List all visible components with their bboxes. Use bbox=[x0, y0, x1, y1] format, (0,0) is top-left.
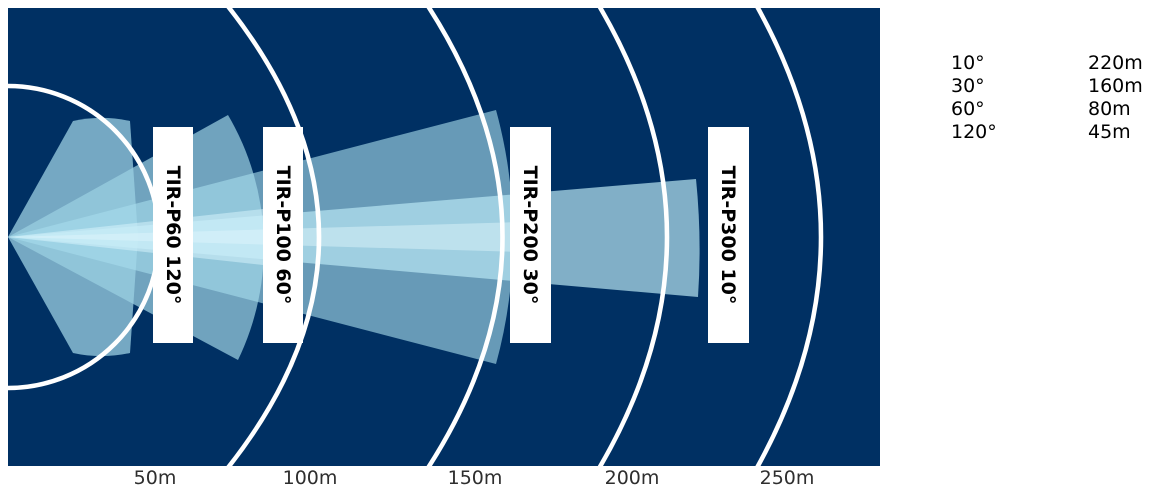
distance-label-50m: 50m bbox=[134, 467, 177, 489]
beam-label-box-p300: TIR-P300 10° bbox=[708, 127, 749, 343]
distance-label-250m: 250m bbox=[760, 467, 815, 489]
table-row: 30° 160m bbox=[951, 75, 1143, 98]
angle-range-table: 10° 220m 30° 160m 60° 80m 120° 45m bbox=[951, 52, 1143, 144]
range-ring-150m bbox=[426, 8, 505, 466]
range-ring-100m bbox=[226, 8, 322, 466]
angle-cell: 60° bbox=[951, 98, 985, 120]
distance-label-150m: 150m bbox=[448, 467, 503, 489]
beam-label-box-p200: TIR-P200 30° bbox=[510, 127, 551, 343]
range-ring-200m bbox=[597, 8, 670, 466]
table-row: 10° 220m bbox=[951, 52, 1143, 75]
range-cell: 80m bbox=[1088, 98, 1131, 120]
beam-label-p60: TIR-P60 120° bbox=[162, 166, 184, 305]
beam-label-p300: TIR-P300 10° bbox=[717, 166, 739, 305]
beam-label-p100: TIR-P100 60° bbox=[272, 166, 294, 305]
range-cell: 45m bbox=[1088, 121, 1131, 143]
angle-cell: 10° bbox=[951, 52, 985, 74]
beam-label-box-p100: TIR-P100 60° bbox=[263, 127, 303, 343]
table-row: 60° 80m bbox=[951, 98, 1143, 121]
range-cell: 220m bbox=[1088, 52, 1143, 74]
distance-label-100m: 100m bbox=[283, 467, 338, 489]
range-ring-250m bbox=[755, 8, 824, 466]
beam-label-box-p60: TIR-P60 120° bbox=[153, 127, 193, 343]
angle-cell: 30° bbox=[951, 75, 985, 97]
table-row: 120° 45m bbox=[951, 121, 1143, 144]
range-cell: 160m bbox=[1088, 75, 1143, 97]
beam-label-p200: TIR-P200 30° bbox=[519, 166, 541, 305]
distance-label-200m: 200m bbox=[605, 467, 660, 489]
angle-cell: 120° bbox=[951, 121, 997, 143]
